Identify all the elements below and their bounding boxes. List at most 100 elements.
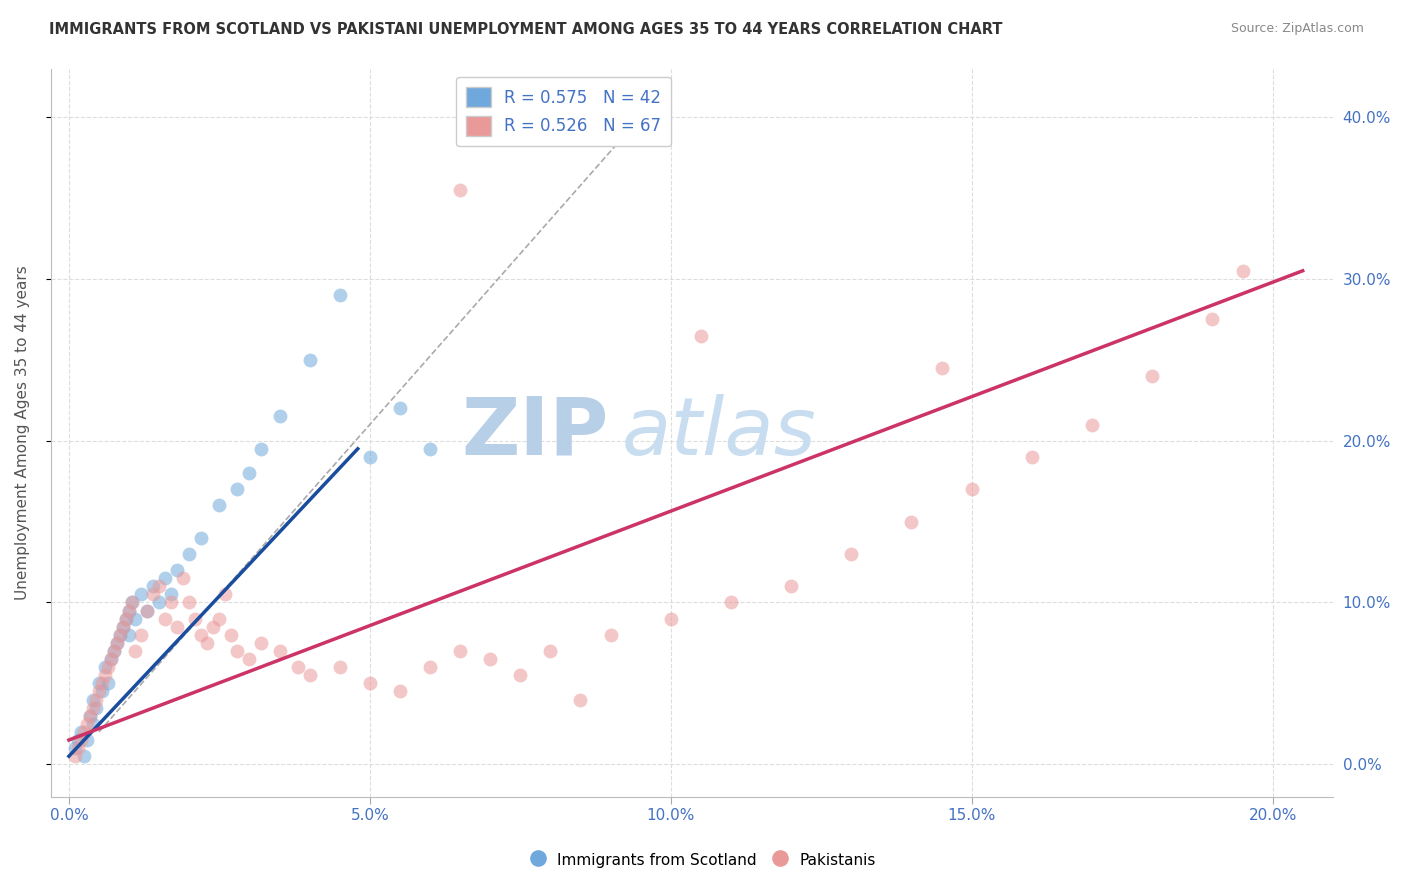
Point [100,652,122,666]
Point [208,499,231,513]
Point [121,595,143,609]
Point [63,741,86,756]
Y-axis label: Unemployment Among Ages 35 to 44 years: Unemployment Among Ages 35 to 44 years [15,265,30,600]
Point [66,741,89,756]
Point [105,636,128,650]
Point [166,563,188,577]
Point [87,684,110,698]
Point [129,587,152,601]
Point [298,668,321,682]
Point [112,620,135,634]
Point [190,628,212,642]
Point [960,482,983,496]
Point [359,450,381,464]
Point [780,579,803,593]
Point [94,660,117,674]
Point [839,547,862,561]
Point [449,644,471,658]
Point [172,571,194,585]
Point [115,612,138,626]
Point [94,668,117,682]
Legend: Immigrants from Scotland, Pakistanis: Immigrants from Scotland, Pakistanis [524,845,882,875]
Point [250,442,273,456]
Point [479,652,502,666]
Point [73,749,96,764]
Point [1081,417,1104,432]
Point [84,700,107,714]
Point [419,660,441,674]
Point [329,660,352,674]
Point [76,733,98,747]
Point [103,644,125,658]
Text: ZIP: ZIP [461,393,609,472]
Point [97,660,120,674]
Point [509,668,531,682]
Point [931,360,953,375]
Point [121,595,143,609]
Point [153,571,176,585]
Point [142,587,165,601]
Point [287,660,309,674]
Point [269,644,291,658]
Point [689,328,711,343]
Point [82,700,104,714]
Point [221,628,243,642]
Point [91,684,114,698]
Point [124,644,146,658]
Point [298,352,321,367]
Point [214,587,236,601]
Point [184,612,207,626]
Point [112,620,135,634]
Point [66,733,89,747]
Point [419,442,441,456]
Point [900,515,922,529]
Point [359,676,381,690]
Point [82,717,104,731]
Text: Source: ZipAtlas.com: Source: ZipAtlas.com [1230,22,1364,36]
Point [82,692,104,706]
Point [250,636,273,650]
Point [160,595,183,609]
Point [129,628,152,642]
Point [226,644,249,658]
Point [103,644,125,658]
Point [79,708,101,723]
Point [70,725,93,739]
Point [142,579,165,593]
Point [87,676,110,690]
Point [195,636,218,650]
Point [599,628,621,642]
Point [449,183,471,197]
Point [84,692,107,706]
Point [238,466,260,480]
Point [1232,264,1254,278]
Point [208,612,231,626]
Legend: R = 0.575   N = 42, R = 0.526   N = 67: R = 0.575 N = 42, R = 0.526 N = 67 [456,77,671,146]
Point [190,531,212,545]
Point [148,595,170,609]
Point [166,620,188,634]
Point [115,612,138,626]
Point [329,288,352,302]
Point [148,579,170,593]
Point [108,628,131,642]
Point [160,587,183,601]
Point [659,612,682,626]
Point [1021,450,1043,464]
Point [136,604,159,618]
Point [1201,312,1223,326]
Point [73,725,96,739]
Point [269,409,291,424]
Point [202,620,225,634]
Point [118,628,141,642]
Point [569,692,592,706]
Point [388,401,411,416]
Point [79,708,101,723]
Text: atlas: atlas [621,393,815,472]
Point [118,604,141,618]
Point [388,684,411,698]
Point [97,676,120,690]
Point [63,749,86,764]
Point [136,604,159,618]
Point [179,595,201,609]
